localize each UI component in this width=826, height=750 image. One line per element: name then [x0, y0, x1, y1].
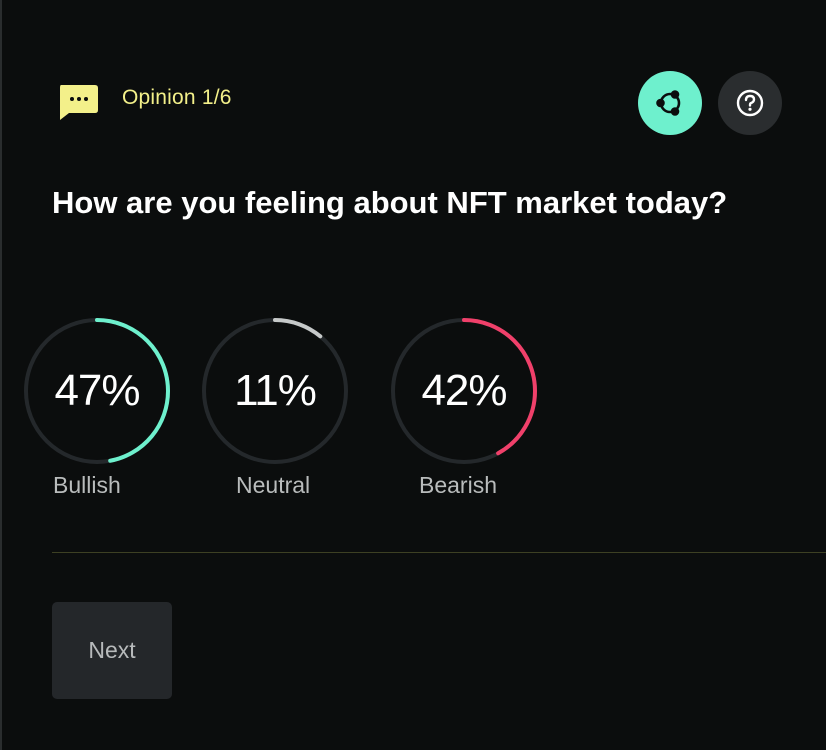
- share-button[interactable]: [638, 71, 702, 135]
- bearish-label: Bearish: [419, 472, 497, 498]
- help-button[interactable]: [718, 71, 782, 135]
- bearish-percent: 42%: [421, 366, 507, 415]
- bearish-arc: [391, 318, 537, 464]
- question-circle-icon: [736, 89, 764, 117]
- opinion-counter: Opinion 1/6: [122, 86, 232, 109]
- chat-bubble-icon: [57, 83, 99, 121]
- neutral-percent: 11%: [234, 366, 317, 415]
- divider: [52, 552, 826, 553]
- bullish-label: Bullish: [53, 472, 121, 498]
- bullish-percent: 47%: [54, 366, 140, 415]
- next-button[interactable]: Next: [52, 602, 172, 699]
- neutral-label: Neutral: [236, 472, 311, 498]
- bearish-gauge: 42%: [391, 318, 537, 464]
- poll-question: How are you feeling about NFT market tod…: [52, 185, 728, 220]
- bullish-gauge: 47%: [24, 318, 170, 464]
- neutral-arc: [202, 318, 348, 464]
- share-nodes-icon: [656, 90, 681, 116]
- bullish-arc: [24, 318, 170, 464]
- neutral-gauge: 11%: [202, 318, 348, 464]
